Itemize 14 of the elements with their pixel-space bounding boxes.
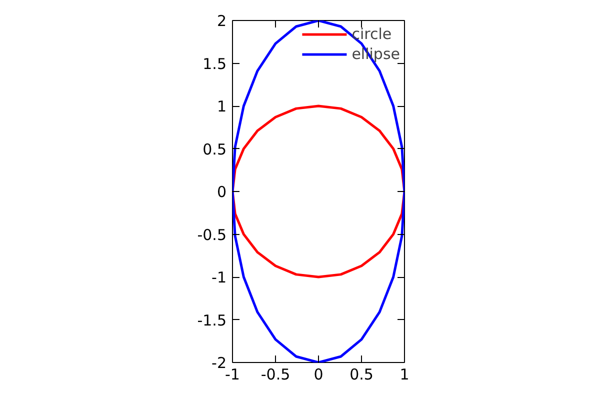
- y-tick-label: 1: [216, 98, 227, 116]
- legend-label: circle: [352, 25, 392, 43]
- y-tick-label: -0.5: [197, 226, 227, 244]
- y-tick-label: 1.5: [202, 54, 227, 73]
- x-tick-label: 1: [400, 366, 410, 384]
- y-tick-label: 2: [216, 12, 227, 30]
- x-tick-label: 0: [314, 366, 324, 384]
- x-tick-label: -0.5: [260, 366, 290, 384]
- y-tick-label: 0: [216, 183, 227, 201]
- x-tick-label: 0.5: [350, 366, 374, 384]
- y-tick-label: 0.5: [202, 140, 227, 158]
- y-tick-label: -1.5: [197, 311, 227, 330]
- y-tick-label: -1: [212, 268, 227, 286]
- y-tick-label: -2: [212, 354, 227, 372]
